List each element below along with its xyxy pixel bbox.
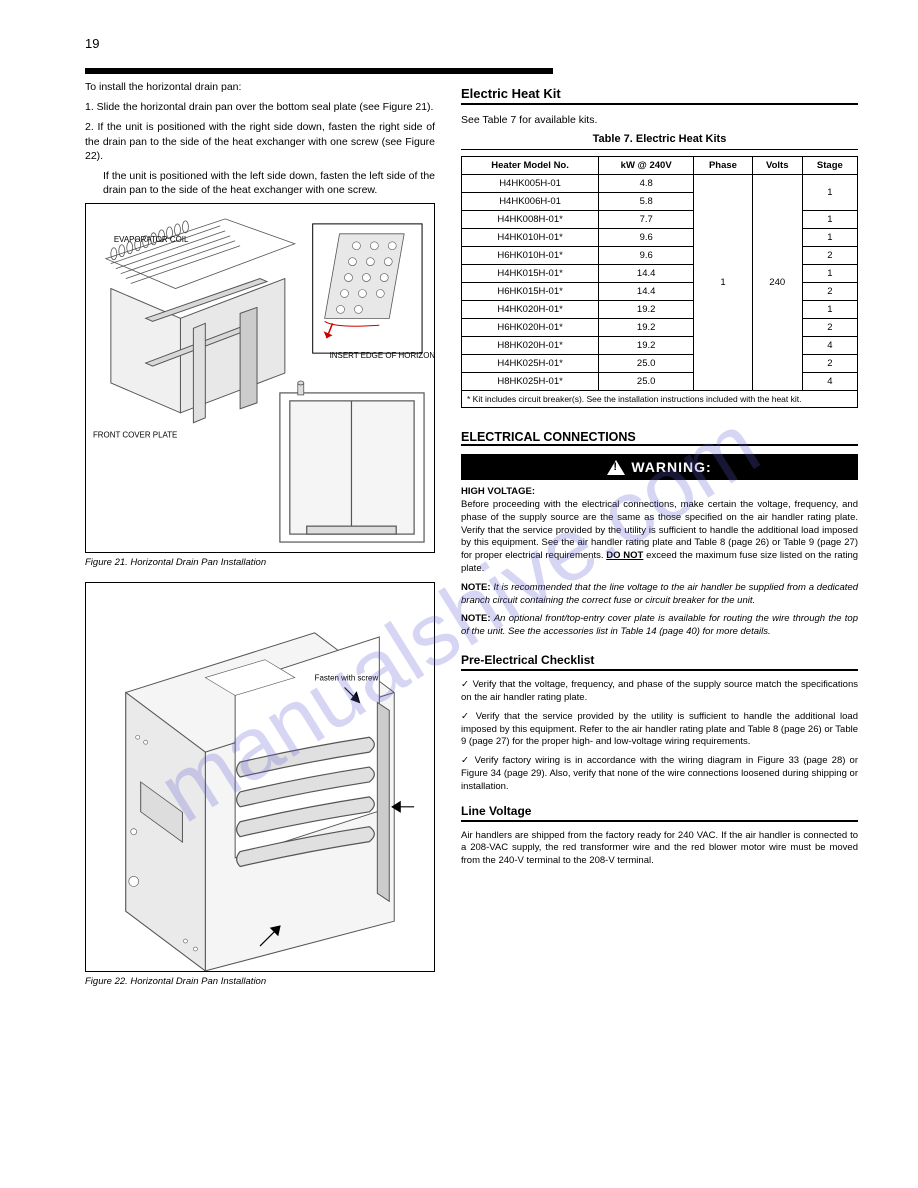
cell: H6HK015H-01*: [462, 283, 599, 301]
checklist-1: ✓ Verify that the voltage, frequency, an…: [461, 679, 858, 705]
cell: 1: [802, 265, 857, 283]
table-top-rule: [461, 149, 858, 150]
figure-21-caption: Figure 21. Horizontal Drain Pan Installa…: [85, 557, 435, 568]
cell: 2: [802, 355, 857, 373]
cell: H6HK010H-01*: [462, 247, 599, 265]
line-voltage-rule: [461, 820, 858, 822]
left-column: To install the horizontal drain pan: 1. …: [85, 80, 435, 991]
fig21-label-front: FRONT COVER PLATE: [93, 431, 177, 440]
note-2-text: An optional front/top-entry cover plate …: [461, 613, 858, 637]
electrical-title: ELECTRICAL CONNECTIONS: [461, 430, 858, 444]
warning-triangle-icon: [607, 460, 625, 475]
cell: 7.7: [599, 211, 694, 229]
checklist-3: ✓ Verify factory wiring is in accordance…: [461, 755, 858, 793]
cell: H4HK005H-01: [462, 175, 599, 193]
intro-text: To install the horizontal drain pan:: [85, 80, 435, 94]
table-footnote-row: * Kit includes circuit breaker(s). See t…: [462, 391, 858, 408]
th-model: Heater Model No.: [462, 157, 599, 175]
cell: 5.8: [599, 193, 694, 211]
step-2a: 2. If the unit is positioned with the ri…: [85, 120, 435, 163]
right-column: Electric Heat Kit See Table 7 for availa…: [461, 80, 858, 991]
cell: 4: [802, 337, 857, 355]
cell: H8HK020H-01*: [462, 337, 599, 355]
heat-kit-rule: [461, 103, 858, 105]
fig21-label-coil: EVAPORATOR COIL: [114, 235, 189, 244]
electrical-rule: [461, 444, 858, 446]
step-1: 1. Slide the horizontal drain pan over t…: [85, 100, 435, 114]
cell: H4HK020H-01*: [462, 301, 599, 319]
cell: 4: [802, 373, 857, 391]
fig21-label-insert: INSERT EDGE OF HORIZONTAL DRAIN PAN INTO…: [330, 351, 434, 360]
figure-22-svg: Fasten with screw: [86, 583, 434, 971]
table-row: H4HK005H-014.812401: [462, 175, 858, 193]
note-2: NOTE: An optional front/top-entry cover …: [461, 613, 858, 639]
line-voltage-title: Line Voltage: [461, 804, 858, 818]
heat-kit-title: Electric Heat Kit: [461, 86, 858, 101]
figure-21: EVAPORATOR COIL FRONT COVER PLATE INSERT…: [85, 203, 435, 553]
warning-body: HIGH VOLTAGE: Before proceeding with the…: [461, 486, 858, 576]
cell: H8HK025H-01*: [462, 373, 599, 391]
cell: 25.0: [599, 355, 694, 373]
warning-donot: DO NOT: [606, 550, 643, 561]
th-volts: Volts: [752, 157, 802, 175]
step-2b: If the unit is positioned with the left …: [103, 169, 435, 197]
line-voltage-text: Air handlers are shipped from the factor…: [461, 830, 858, 868]
cell: 19.2: [599, 301, 694, 319]
th-kw: kW @ 240V: [599, 157, 694, 175]
figure-22: Fasten with screw: [85, 582, 435, 972]
cell: 19.2: [599, 337, 694, 355]
cell: 4.8: [599, 175, 694, 193]
cell: 14.4: [599, 265, 694, 283]
pre-wiring-rule: [461, 669, 858, 671]
fig22-label-fasten: Fasten with screw: [315, 674, 379, 683]
cell: 1: [802, 229, 857, 247]
cell: 1: [694, 175, 753, 391]
heat-kit-table: Heater Model No. kW @ 240V Phase Volts S…: [461, 156, 858, 408]
note-1-text: It is recommended that the line voltage …: [461, 582, 858, 606]
cell: 14.4: [599, 283, 694, 301]
warning-bar: WARNING:: [461, 454, 858, 480]
cell: H6HK020H-01*: [462, 319, 599, 337]
cell: 240: [752, 175, 802, 391]
figure-22-caption: Figure 22. Horizontal Drain Pan Installa…: [85, 976, 435, 987]
heat-kit-text: See Table 7 for available kits.: [461, 113, 858, 127]
note-1-label: NOTE:: [461, 582, 491, 593]
warning-heading: WARNING:: [631, 459, 711, 475]
cell: 2: [802, 283, 857, 301]
cell: H4HK006H-01: [462, 193, 599, 211]
cell: H4HK008H-01*: [462, 211, 599, 229]
cell: 1: [802, 301, 857, 319]
cell: 25.0: [599, 373, 694, 391]
checklist-2: ✓ Verify that the service provided by th…: [461, 711, 858, 749]
cell: 19.2: [599, 319, 694, 337]
cell: 9.6: [599, 229, 694, 247]
cell: H4HK015H-01*: [462, 265, 599, 283]
figure-21-svg: EVAPORATOR COIL FRONT COVER PLATE INSERT…: [86, 204, 434, 552]
cell: 1: [802, 175, 857, 211]
pre-wiring-title: Pre-Electrical Checklist: [461, 653, 858, 667]
table-header-row: Heater Model No. kW @ 240V Phase Volts S…: [462, 157, 858, 175]
cell: H4HK010H-01*: [462, 229, 599, 247]
cell: 2: [802, 319, 857, 337]
th-phase: Phase: [694, 157, 753, 175]
cell: H4HK025H-01*: [462, 355, 599, 373]
cell: 1: [802, 211, 857, 229]
top-rule: [85, 68, 553, 74]
note-2-label: NOTE:: [461, 613, 491, 624]
cell: 9.6: [599, 247, 694, 265]
page-number: 19: [85, 36, 99, 51]
table-caption: Table 7. Electric Heat Kits: [461, 133, 858, 145]
cell: 2: [802, 247, 857, 265]
th-stage: Stage: [802, 157, 857, 175]
note-1: NOTE: It is recommended that the line vo…: [461, 582, 858, 608]
table-footnote: * Kit includes circuit breaker(s). See t…: [462, 391, 858, 408]
warning-high-voltage: HIGH VOLTAGE:: [461, 486, 535, 497]
